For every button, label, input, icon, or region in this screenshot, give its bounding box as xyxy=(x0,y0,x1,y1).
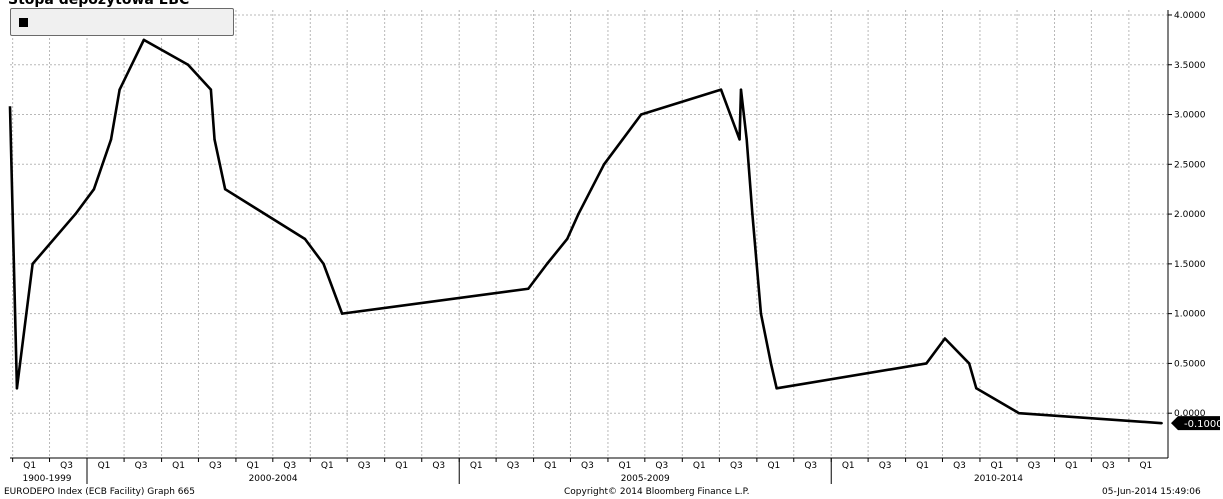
data-point xyxy=(566,237,569,241)
chart-title: Stopa depozytowa EBC xyxy=(8,0,190,8)
data-point xyxy=(209,88,213,91)
x-tick-label: Q3 xyxy=(804,461,817,471)
x-period-label: 2005-2009 xyxy=(621,474,670,484)
footer-copyright: Copyright© 2014 Bloomberg Finance L.P. xyxy=(564,487,750,497)
data-point xyxy=(101,163,104,166)
x-tick-label: Q1 xyxy=(693,461,706,471)
data-point xyxy=(925,362,928,365)
footer-index-label: EURODEPO Index (ECB Facility) Graph 665 xyxy=(4,487,195,497)
x-tick-label: Q1 xyxy=(321,461,334,471)
data-point xyxy=(943,337,947,340)
x-tick-label: Q1 xyxy=(1065,461,1078,471)
x-tick-label: Q1 xyxy=(172,461,185,471)
last-value-label: -0.1000 xyxy=(1184,419,1223,430)
x-tick-label: Q3 xyxy=(953,461,966,471)
y-tick-label: 4.0000 xyxy=(1174,11,1206,21)
axes xyxy=(10,10,1169,459)
y-tick-label: 0.5000 xyxy=(1174,359,1206,369)
data-point xyxy=(118,88,121,91)
x-tick-label: Q3 xyxy=(507,461,520,471)
data-point xyxy=(223,188,227,191)
x-tick-label: Q3 xyxy=(879,461,892,471)
data-point xyxy=(213,138,216,141)
data-point xyxy=(590,188,593,191)
data-point xyxy=(527,287,530,290)
y-tick-label: 3.0000 xyxy=(1174,111,1206,121)
data-point xyxy=(577,212,580,216)
y-tick-label: 1.5000 xyxy=(1174,260,1206,270)
x-tick-label: Q1 xyxy=(619,461,632,471)
data-point xyxy=(775,387,778,390)
data-point xyxy=(92,188,96,191)
y-tick-label: 2.0000 xyxy=(1174,210,1206,220)
x-tick-label: Q3 xyxy=(60,461,73,471)
data-point xyxy=(74,212,77,216)
series-points xyxy=(11,38,1163,425)
x-period-labels: 1900-1999 2000-2004 2005-2009 2010-2014 xyxy=(22,458,1023,484)
footer-timestamp: 05-Jun-2014 15:49:06 xyxy=(1102,487,1201,497)
y-tick-label: 3.5000 xyxy=(1174,61,1206,71)
x-tick-label: Q3 xyxy=(209,461,222,471)
x-tick-label: Q1 xyxy=(395,461,408,471)
x-period-label: 2010-2014 xyxy=(974,474,1023,484)
data-point xyxy=(751,212,754,216)
x-tick-label: Q3 xyxy=(283,461,296,471)
x-tick-label: Q1 xyxy=(916,461,929,471)
x-tick-label: Q1 xyxy=(1139,461,1152,471)
data-point xyxy=(1160,421,1163,425)
x-period-label: 1900-1999 xyxy=(22,474,71,484)
x-tick-labels: Q1 Q3 Q1 Q3 Q1 Q3 Q1 Q3 Q1 Q3 Q1 Q3 Q1 Q3 Q1 Q3 Q1 Q3 Q1 Q3… xyxy=(12,458,1152,471)
x-tick-label: Q1 xyxy=(842,461,855,471)
data-point xyxy=(31,262,34,266)
data-point xyxy=(186,63,190,66)
x-tick-label: Q3 xyxy=(1102,461,1115,471)
data-point xyxy=(967,362,971,365)
x-period-label: 2000-2004 xyxy=(249,474,298,484)
data-point xyxy=(1017,412,1021,415)
legend xyxy=(10,8,234,36)
y-tick-label: 1.0000 xyxy=(1174,310,1206,320)
x-tick-label: Q1 xyxy=(23,461,36,471)
x-tick-label: Q1 xyxy=(98,461,111,471)
last-value-badge: -0.1000 xyxy=(1171,416,1223,431)
x-tick-label: Q1 xyxy=(991,461,1004,471)
data-point xyxy=(759,312,763,315)
x-tick-label: Q1 xyxy=(544,461,557,471)
data-point xyxy=(142,38,146,42)
data-point xyxy=(545,262,549,266)
x-tick-label: Q3 xyxy=(358,461,371,471)
x-tick-label: Q3 xyxy=(655,461,668,471)
x-tick-label: Q3 xyxy=(730,461,743,471)
data-point xyxy=(15,387,19,390)
x-tick-label: Q3 xyxy=(581,461,594,471)
data-point xyxy=(340,312,344,315)
data-point xyxy=(719,88,723,91)
y-tick-labels: 4.0000 3.5000 3.0000 2.5000 2.0000 1.5000 1.00… xyxy=(1168,11,1206,419)
y-tick-label: 2.5000 xyxy=(1174,160,1206,170)
data-point xyxy=(621,138,624,141)
data-point xyxy=(745,138,748,141)
x-tick-label: Q3 xyxy=(135,461,148,471)
x-tick-label: Q3 xyxy=(432,461,445,471)
x-tick-label: Q1 xyxy=(247,461,260,471)
x-tick-label: Q1 xyxy=(470,461,483,471)
x-tick-label: Q1 xyxy=(767,461,780,471)
data-point xyxy=(109,138,113,141)
data-point xyxy=(738,138,741,141)
data-point xyxy=(739,88,743,91)
data-point xyxy=(322,262,325,266)
data-point xyxy=(303,237,307,241)
x-tick-label: Q3 xyxy=(1028,461,1041,471)
grid xyxy=(10,10,1168,458)
data-point xyxy=(639,113,643,116)
series-line xyxy=(8,38,1162,425)
legend-swatch xyxy=(19,18,28,27)
data-point xyxy=(769,362,773,365)
y-tick-label: 0.0000 xyxy=(1174,409,1206,419)
data-point xyxy=(602,163,606,166)
data-point xyxy=(11,212,14,216)
data-point xyxy=(975,387,978,390)
